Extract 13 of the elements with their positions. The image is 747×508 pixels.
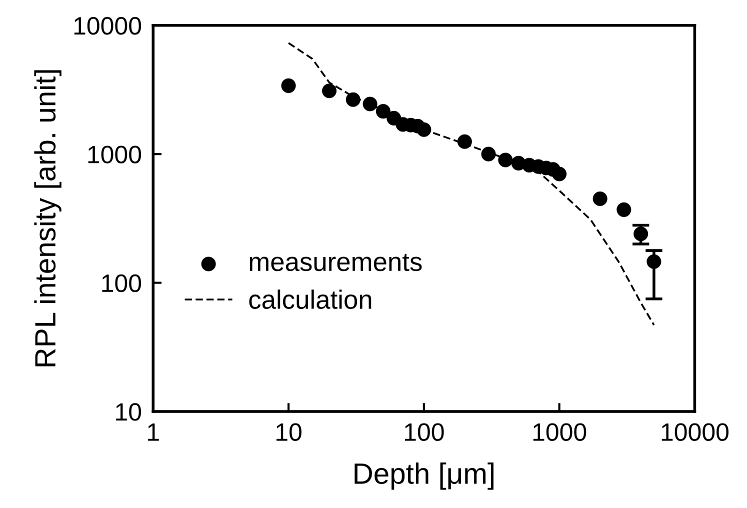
x-tick-label: 10000 [662,423,728,441]
y-tick-label: 100 [102,274,142,292]
x-tick-label: 10 [276,423,302,441]
x-axis-title: Depth [μm] [354,462,494,490]
y-axis-title: RPL intensity [arb. unit] [34,70,62,366]
legend-label: measurements [250,254,422,272]
x-tick-label: 1000 [533,423,586,441]
y-tick-label: 1000 [88,146,142,164]
x-tick-label: 1 [148,424,159,441]
y-tick-label: 10 [116,403,142,421]
legend-label: calculation [249,290,372,309]
y-tick-label: 10000 [74,17,142,35]
x-tick-label: 100 [404,423,444,441]
